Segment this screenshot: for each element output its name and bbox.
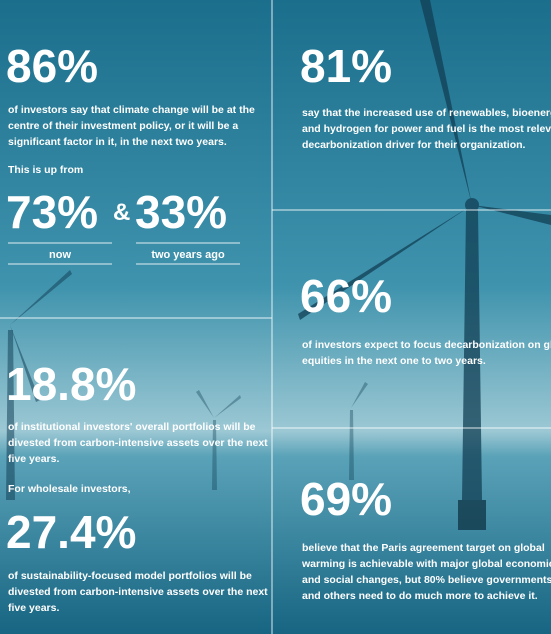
stat-text: say that the increased use of renewables… <box>302 107 551 119</box>
stat-value: 73% <box>6 186 98 238</box>
stat-text: of investors say that climate change wil… <box>8 104 255 116</box>
stat-text: decarbonization driver for their organiz… <box>302 139 526 151</box>
stat-text: of investors expect to focus decarboniza… <box>302 339 551 351</box>
intro: For wholesale investors, <box>8 483 131 495</box>
stat-text: divested from carbon-intensive assets ov… <box>8 586 268 598</box>
stat-value: 69% <box>300 473 392 525</box>
stat-value: 81% <box>300 40 392 92</box>
stat-value: 18.8% <box>6 358 136 410</box>
stat-text: and hydrogen for power and fuel is the m… <box>302 123 551 135</box>
stat-value: 33% <box>135 186 227 238</box>
stat-text: believe that the Paris agreement target … <box>302 542 545 554</box>
stat-text: five years. <box>8 602 59 614</box>
stat-label: now <box>49 249 71 261</box>
stat-text: centre of their investment policy, or it… <box>8 120 238 132</box>
stat-label: two years ago <box>151 249 225 261</box>
stat-text: of institutional investors' overall port… <box>8 421 256 433</box>
stat-value: 86% <box>6 40 98 92</box>
intro: This is up from <box>8 164 83 176</box>
stat-value: 66% <box>300 270 392 322</box>
stat-text: divested from carbon-intensive assets ov… <box>8 437 268 449</box>
stat-text: and others need to do much more to achie… <box>302 590 538 602</box>
stat-text: significant factor in it, in the next tw… <box>8 136 227 148</box>
stat-text: of sustainability-focused model portfoli… <box>8 570 252 582</box>
stat-text: five years. <box>8 453 59 465</box>
connector: & <box>113 199 130 226</box>
stat-text: warming is achievable with major global … <box>301 558 551 570</box>
stat-value: 27.4% <box>6 506 136 558</box>
stat-text: and social changes, but 80% believe gove… <box>302 574 551 586</box>
stat-text: equities in the next one to two years. <box>302 355 486 367</box>
